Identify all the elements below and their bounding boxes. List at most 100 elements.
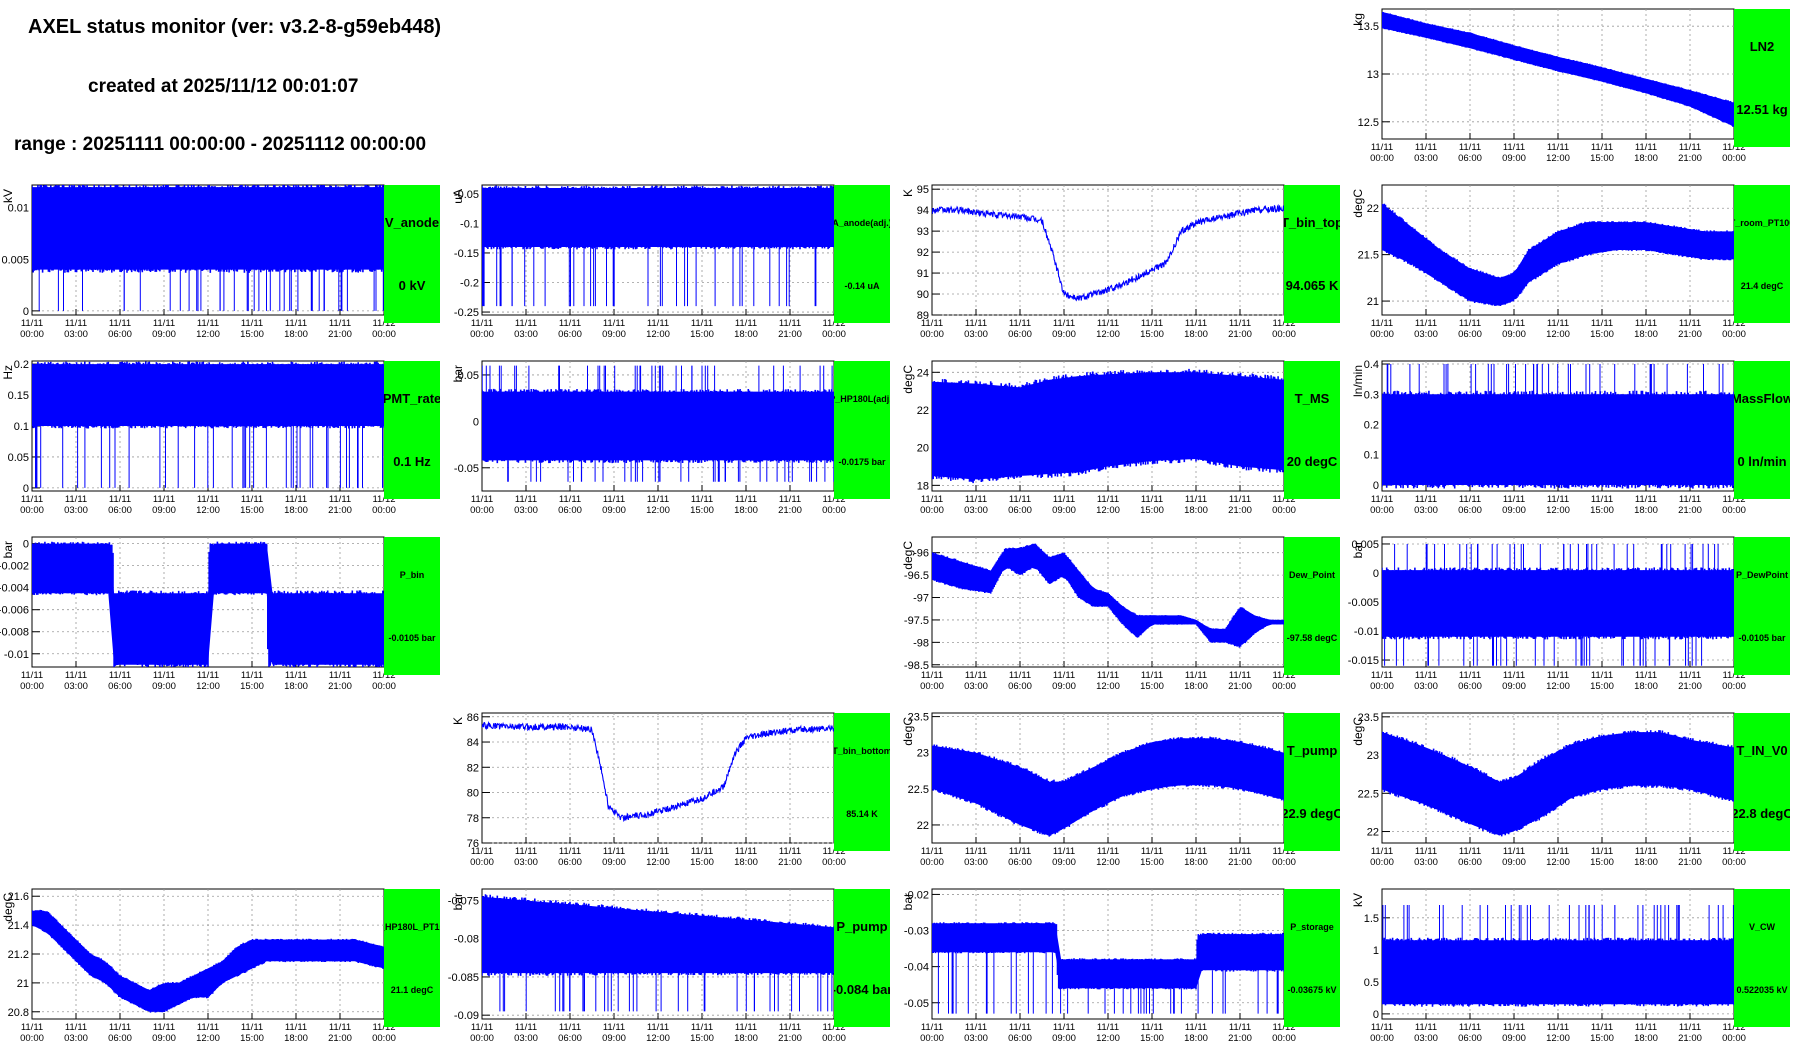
x-tick-label: 11/11 15:00 xyxy=(1590,142,1614,164)
series-t_room_pt100 xyxy=(1382,203,1734,306)
y-axis-label: K xyxy=(901,189,915,197)
x-tick-label: 11/11 03:00 xyxy=(514,494,538,516)
y-tick-label: 0 xyxy=(23,306,29,318)
series-t_bin_top xyxy=(932,203,1284,302)
x-tick-label: 11/11 21:00 xyxy=(1678,318,1702,340)
y-axis-label: degC xyxy=(1351,717,1365,746)
x-tick-label: 11/11 15:00 xyxy=(1590,846,1614,868)
x-tick-label: 11/11 18:00 xyxy=(1634,318,1658,340)
badge-value: 12.51 kg xyxy=(1736,102,1788,117)
y-tick-label: 0.1 xyxy=(14,421,29,433)
series-t_in_v0 xyxy=(1382,730,1734,837)
series-dew_point xyxy=(932,543,1284,648)
value-badge: T_IN_V0 22.8 degC xyxy=(1734,713,1790,851)
y-axis-label: degC xyxy=(1,893,15,922)
x-tick-label: 11/11 15:00 xyxy=(1140,318,1164,340)
y-tick-label: 1 xyxy=(1373,945,1379,957)
y-tick-label: 21.6 xyxy=(8,891,29,903)
y-axis-label: degC xyxy=(1351,189,1365,218)
x-tick-label: 11/11 12:00 xyxy=(646,318,670,340)
y-axis-label: bar xyxy=(901,893,915,910)
y-tick-label: 0 xyxy=(1373,480,1379,492)
badge-value: 21.4 degC xyxy=(1740,280,1784,291)
spike-strokes xyxy=(35,364,383,488)
y-tick-label: 93 xyxy=(917,226,929,238)
y-tick-label: 0 xyxy=(473,416,479,428)
badge-value: 0 kV xyxy=(398,278,426,293)
y-axis-label: bar xyxy=(451,365,465,382)
band-fill xyxy=(32,910,384,1012)
chart-svg: 11/11 00:00 11/11 03:00 11/11 06:00 11/11 09:00… xyxy=(1,888,396,1044)
x-tick-label: 11/11 18:00 xyxy=(1634,142,1658,164)
x-tick-label: 11/11 15:00 xyxy=(240,1022,264,1044)
y-tick-label: -0.004 xyxy=(0,583,29,595)
chart-panel-t-hp180l-pt100: 11/11 00:00 11/11 03:00 11/11 06:00 11/11 09:00… xyxy=(0,880,450,1056)
y-tick-label: 22 xyxy=(917,820,929,832)
value-badge: V_CW 0.522035 kV xyxy=(1734,889,1790,1027)
value-badge: P_DewPoint -0.0105 bar xyxy=(1734,537,1790,675)
x-tick-label: 11/11 18:00 xyxy=(1634,1022,1658,1044)
x-tick-label: 11/11 09:00 xyxy=(1502,142,1526,164)
x-tick-label: 11/11 00:00 xyxy=(20,670,44,692)
value-badge: PMT_rate 0.1 Hz xyxy=(384,361,440,499)
x-tick-label: 11/11 00:00 xyxy=(20,494,44,516)
value-badge: V_anode 0 kV xyxy=(384,185,440,323)
x-tick-label: 11/11 00:00 xyxy=(470,494,494,516)
x-tick-label: 11/11 00:00 xyxy=(920,670,944,692)
x-tick-label: 11/11 12:00 xyxy=(196,318,220,340)
x-tick-label: 11/11 03:00 xyxy=(514,846,538,868)
spike-strokes xyxy=(482,365,834,482)
chart-svg: 11/11 00:00 11/11 03:00 11/11 06:00 11/11 09:00… xyxy=(1351,184,1746,340)
value-badge: T_pump 22.9 degC xyxy=(1284,713,1340,851)
x-tick-label: 11/11 18:00 xyxy=(734,846,758,868)
value-badge: T_MS 20 degC xyxy=(1284,361,1340,499)
x-tick-label: 11/11 06:00 xyxy=(558,318,582,340)
y-tick-label: -0.15 xyxy=(454,248,479,260)
y-tick-label: 0 xyxy=(23,539,29,551)
x-tick-label: 11/11 21:00 xyxy=(1678,494,1702,516)
band-fill xyxy=(32,543,384,665)
y-tick-label: 24 xyxy=(917,367,929,379)
y-tick-label: 22.5 xyxy=(908,784,929,796)
x-tick-label: 11/11 09:00 xyxy=(152,670,176,692)
x-tick-label: 11/11 03:00 xyxy=(64,1022,88,1044)
y-tick-label: 95 xyxy=(917,184,929,196)
chart-panel-dew-point: 11/11 00:00 11/11 03:00 11/11 06:00 11/11 09:00… xyxy=(900,528,1350,704)
y-tick-label: 84 xyxy=(467,737,479,749)
y-axis-label: degC xyxy=(901,365,915,394)
band-fill xyxy=(482,188,834,247)
x-tick-label: 11/11 21:00 xyxy=(328,494,352,516)
x-tick-label: 11/11 15:00 xyxy=(1590,670,1614,692)
time-range: range : 20251111 00:00:00 - 20251112 00:… xyxy=(14,134,427,155)
y-tick-label: 23 xyxy=(917,748,929,760)
x-tick-label: 11/11 18:00 xyxy=(1184,318,1208,340)
chart-svg: 11/11 00:00 11/11 03:00 11/11 06:00 11/11 09:00… xyxy=(1348,536,1746,692)
chart-svg: 11/11 00:00 11/11 03:00 11/11 06:00 11/11 09:00… xyxy=(1351,359,1746,516)
y-tick-label: 0 xyxy=(1373,568,1379,580)
x-tick-label: 11/12 00:00 xyxy=(372,494,396,516)
badge-value: 0.522035 kV xyxy=(1736,984,1788,995)
x-tick-label: 11/11 21:00 xyxy=(1228,846,1252,868)
x-tick-label: 11/11 06:00 xyxy=(1008,1022,1032,1044)
x-tick-label: 11/11 18:00 xyxy=(734,318,758,340)
x-tick-label: 11/11 21:00 xyxy=(1678,142,1702,164)
y-tick-label: 94 xyxy=(917,205,929,217)
y-tick-label: 21 xyxy=(17,978,29,990)
x-tick-label: 11/11 06:00 xyxy=(1458,1022,1482,1044)
x-tick-label: 11/11 18:00 xyxy=(734,494,758,516)
chart-panel-pmt-rate: 11/11 00:00 11/11 03:00 11/11 06:00 11/11 09:00… xyxy=(0,352,450,528)
chart-panel-p-storage: 11/11 00:00 11/11 03:00 11/11 06:00 11/11 09:00… xyxy=(900,880,1350,1056)
y-tick-label: 23 xyxy=(1367,750,1379,762)
monitor-title: AXEL status monitor (ver: v3.2-8-g59eb44… xyxy=(28,16,442,38)
series-p_storage xyxy=(932,922,1284,1014)
y-tick-label: 0.2 xyxy=(14,359,29,371)
x-tick-label: 11/11 12:00 xyxy=(646,494,670,516)
x-tick-label: 11/11 00:00 xyxy=(1370,318,1394,340)
x-tick-label: 11/11 06:00 xyxy=(108,318,132,340)
x-tick-label: 11/11 15:00 xyxy=(1140,1022,1164,1044)
value-badge: P_HP180L(adj.) -0.0175 bar xyxy=(834,361,890,499)
x-tick-label: 11/11 15:00 xyxy=(1590,318,1614,340)
x-tick-label: 11/11 18:00 xyxy=(1184,670,1208,692)
x-tick-label: 11/11 12:00 xyxy=(1546,846,1570,868)
chart-svg: 11/11 00:00 11/11 03:00 11/11 06:00 11/11 09:00… xyxy=(901,184,1296,340)
